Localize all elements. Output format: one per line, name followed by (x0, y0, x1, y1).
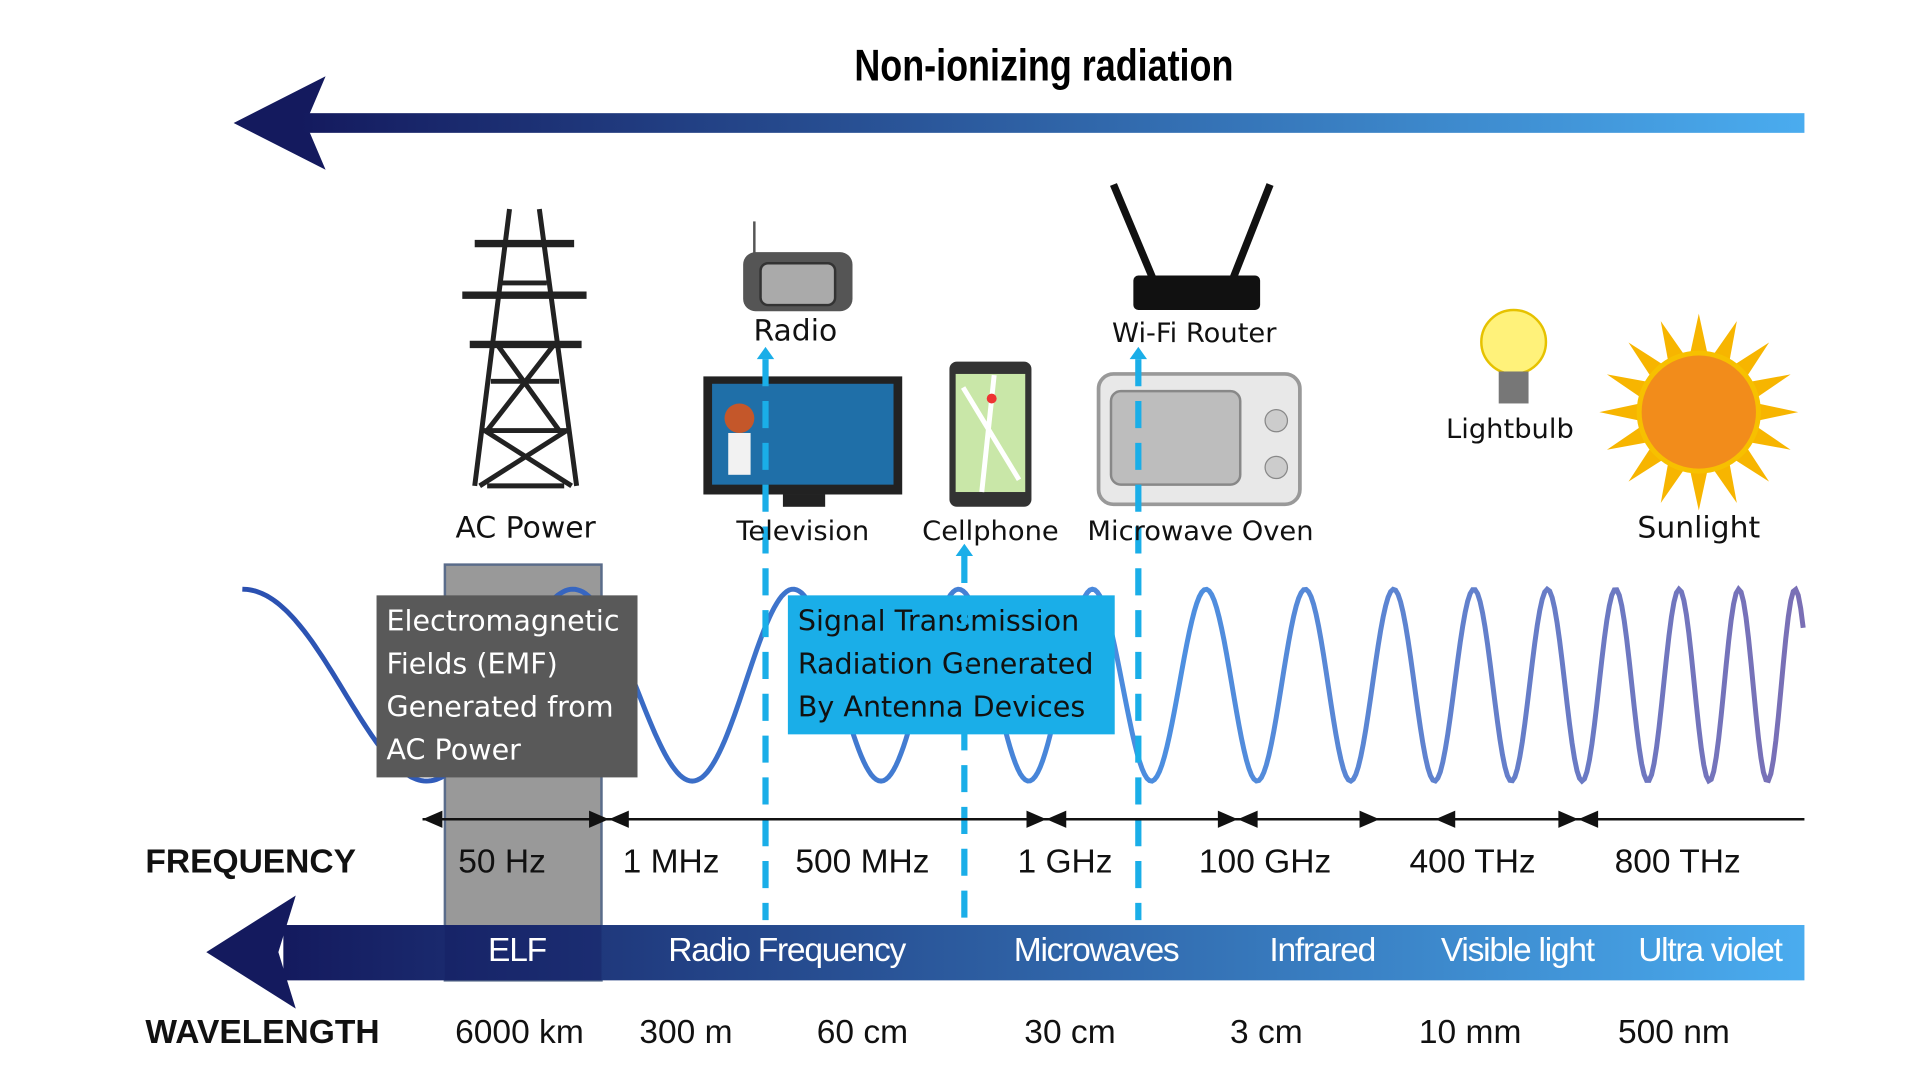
emf-box (376, 595, 638, 778)
sun-ray (1752, 402, 1799, 422)
band-arrow-body (283, 925, 1805, 981)
arrowhead (608, 810, 629, 828)
frequency-label: 1 GHz (1017, 843, 1112, 880)
band-label: ELF (488, 932, 547, 969)
band-label: Ultra violet (1638, 932, 1784, 969)
phone-icon (949, 361, 1032, 507)
signal-box (787, 595, 1115, 735)
wavelength-axis-label: WAVELENGTH (145, 1014, 379, 1051)
emf-text: Fields (EMF) (386, 648, 557, 681)
wavelength-label: 30 cm (1024, 1014, 1115, 1051)
sun-ray (1599, 402, 1645, 422)
source-label: Lightbulb (1446, 414, 1574, 445)
band-label: Radio Frequency (668, 932, 906, 969)
arrowhead (1046, 810, 1067, 828)
source-label: Wi-Fi Router (1112, 318, 1277, 349)
router-icon (1110, 183, 1274, 310)
microwave-icon (1096, 372, 1302, 507)
top-arrow-body (298, 113, 1805, 133)
arrowhead (1578, 810, 1599, 828)
wavelength-label: 300 m (639, 1014, 732, 1051)
arrowhead (1359, 810, 1380, 828)
title: Non-ionizing radiation (854, 42, 1233, 91)
frequency-arrows (422, 810, 1805, 828)
signal-text: By Antenna Devices (798, 691, 1085, 724)
frequency-axis-label: FREQUENCY (145, 843, 356, 880)
radio-icon (743, 221, 853, 312)
tower-icon (462, 208, 587, 489)
signal-text: Radiation Generated (798, 648, 1094, 681)
frequency-label: 400 THz (1410, 843, 1536, 880)
source-label: Radio (753, 313, 837, 348)
arrowhead (1217, 810, 1238, 828)
emf-text: Electromagnetic (386, 605, 619, 638)
signal-text: Signal Transmission (798, 605, 1079, 638)
wavelength-label: 10 mm (1419, 1014, 1522, 1051)
lightbulb-icon (1480, 308, 1548, 404)
dashed-markers (762, 359, 1142, 921)
frequency-label: 500 MHz (795, 843, 929, 880)
arrowhead (1435, 810, 1456, 828)
arrowhead (1558, 810, 1579, 828)
source-label: Microwave Oven (1087, 516, 1313, 547)
frequency-label: 50 Hz (458, 843, 546, 880)
marker-arrowheads (756, 346, 1148, 556)
emf-text: Generated from (386, 691, 613, 724)
source-label: Cellphone (922, 516, 1059, 547)
band-label: Infrared (1269, 932, 1375, 969)
wavelength-label: 60 cm (817, 1014, 908, 1051)
frequency-label: 1 MHz (623, 843, 720, 880)
elf-column-lower (444, 925, 602, 981)
tv-icon (703, 376, 903, 507)
source-label: AC Power (456, 510, 597, 545)
arrowhead (1026, 810, 1047, 828)
wavelength-label: 6000 km (455, 1014, 584, 1051)
sun-disc (1636, 350, 1761, 474)
emf-text: AC Power (386, 734, 521, 767)
sun-ray (1689, 313, 1709, 359)
frequency-label: 800 THz (1615, 843, 1741, 880)
wavelength-label: 3 cm (1230, 1014, 1303, 1051)
wavelength-label: 500 nm (1618, 1014, 1730, 1051)
band-arrow-head (206, 895, 296, 1009)
arrowhead (422, 810, 443, 828)
frequency-label: 100 GHz (1199, 843, 1331, 880)
top-arrow-head (233, 76, 326, 170)
band-label: Visible light (1441, 932, 1596, 969)
sun-ray (1689, 465, 1709, 511)
source-label: Television (735, 516, 869, 547)
sun-icon (1599, 313, 1799, 511)
arrowhead (589, 810, 609, 828)
band-label: Microwaves (1014, 932, 1179, 969)
source-label: Sunlight (1637, 510, 1760, 545)
arrowhead (1237, 810, 1258, 828)
